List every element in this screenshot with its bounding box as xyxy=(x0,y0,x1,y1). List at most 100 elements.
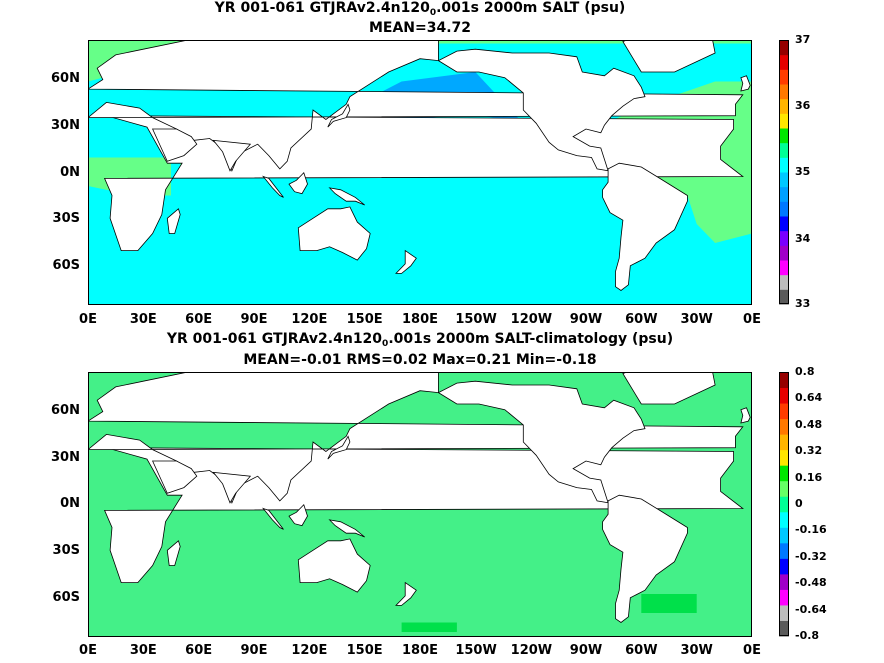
panel2-cbar-tick-9: -0.64 xyxy=(795,602,827,616)
panel1-xtick-2: 60E xyxy=(185,312,213,327)
panel1-ytick-30n: 30N xyxy=(51,118,80,133)
eurasia-land xyxy=(88,372,744,504)
colorbar-segment xyxy=(779,172,789,188)
australia-land xyxy=(297,206,371,261)
colorbar-segment xyxy=(779,128,789,144)
panel2-ytick-30n: 30N xyxy=(51,450,80,465)
colorbar-segment xyxy=(779,434,789,451)
panel1-xtick-6: 180E xyxy=(401,312,439,327)
uk-land xyxy=(740,407,751,424)
southern-ocean-anomaly-region xyxy=(401,622,457,632)
panel1-xtick-12: 0E xyxy=(743,312,761,327)
panel2-xtick-1: 30E xyxy=(129,643,157,658)
colorbar-segment xyxy=(779,542,789,559)
colorbar-segment xyxy=(779,54,789,70)
colorbar-segment xyxy=(779,84,789,100)
panel1-xtick-10: 60W xyxy=(625,312,658,327)
newguinea-land xyxy=(328,187,365,206)
panel1-title: YR 001-061 GTJRAv2.4n1200.001s 2000m SAL… xyxy=(214,0,626,18)
panel2-title: YR 001-061 GTJRAv2.4n1200.001s 2000m SAL… xyxy=(166,331,674,349)
colorbar-segment xyxy=(779,186,789,202)
madagascar-land xyxy=(166,540,181,566)
japan-land xyxy=(327,103,351,128)
colorbar-segment xyxy=(779,372,789,389)
sumatra-land xyxy=(262,507,284,530)
panel2-ytick-30s: 30S xyxy=(52,543,80,558)
australia-land xyxy=(297,538,371,593)
panel2-cbar-tick-10: -0.8 xyxy=(795,629,820,642)
panel2-xtick-0: 0E xyxy=(79,643,97,658)
colorbar-segment xyxy=(779,230,789,246)
south-atlantic-anomaly-region xyxy=(641,594,697,613)
colorbar-segment xyxy=(779,403,789,420)
colorbar-segment xyxy=(779,142,789,158)
panel2-colorbar xyxy=(779,372,789,637)
panel2-cbar-tick-3: 0.32 xyxy=(795,444,823,458)
india-land xyxy=(212,139,252,172)
colorbar-segment xyxy=(779,449,789,466)
colorbar-segment xyxy=(779,40,789,56)
panel2-subtitle: MEAN=-0.01 RMS=0.02 Max=0.21 Min=-0.18 xyxy=(243,352,597,368)
india-land xyxy=(212,471,252,504)
panel1-ytick-60n: 60N xyxy=(51,71,80,86)
colorbar-segment xyxy=(779,289,789,305)
panel2-xtick-9: 90W xyxy=(569,643,603,658)
colorbar-segment xyxy=(779,496,789,513)
colorbar-segment xyxy=(779,604,789,621)
greenland-land xyxy=(622,40,716,73)
panel2-xtick-4: 120E xyxy=(291,643,328,658)
colorbar-segment xyxy=(779,274,789,290)
panel2-xtick-10: 60W xyxy=(625,643,658,658)
panel1-xtick-0: 0E xyxy=(79,312,97,327)
colorbar-segment xyxy=(779,527,789,544)
panel1-cbar-tick-37: 37 xyxy=(795,33,811,46)
panel1-cbar-tick-35: 35 xyxy=(795,165,811,178)
panel2-cbar-tick-8: -0.48 xyxy=(795,576,827,590)
panel2-ytick-0n: 0N xyxy=(60,496,80,511)
borneo-land xyxy=(288,171,308,195)
japan-land xyxy=(327,435,351,460)
newzealand-land xyxy=(395,581,417,606)
panel1-xtick-9: 90W xyxy=(569,312,603,327)
panel1-cbar-tick-34: 34 xyxy=(795,232,811,245)
south-america-land xyxy=(602,162,688,291)
panel1-cbar-tick-36: 36 xyxy=(795,99,811,112)
panel1-ytick-0n: 0N xyxy=(60,165,80,180)
panel1-xtick-1: 30E xyxy=(129,312,157,327)
colorbar-segment xyxy=(779,620,789,637)
uk-land xyxy=(740,75,751,92)
panel1-xtick-7: 150W xyxy=(455,312,497,327)
panel2-cbar-tick-2: 0.48 xyxy=(795,417,823,431)
panel1-ytick-60s: 60S xyxy=(52,258,80,273)
colorbar-segment xyxy=(779,69,789,85)
colorbar-segment xyxy=(779,387,789,404)
colorbar-frame xyxy=(779,372,789,636)
panel2-cbar-tick-4: 0.16 xyxy=(795,470,823,484)
borneo-land xyxy=(288,503,308,527)
panel2-xtick-8: 120W xyxy=(510,643,553,658)
panel2-cbar-tick-5: 0 xyxy=(795,497,803,510)
madagascar-land xyxy=(166,208,181,234)
colorbar-segment xyxy=(779,201,789,217)
panel2-cbar-tick-7: -0.32 xyxy=(795,549,827,563)
panel2-map xyxy=(88,372,752,637)
panel2-ytick-60n: 60N xyxy=(51,403,80,418)
panel2-xtick-11: 30W xyxy=(680,643,713,658)
colorbar-segment xyxy=(779,480,789,497)
panel1-xtick-3: 90E xyxy=(240,312,268,327)
greenland-land xyxy=(622,372,716,405)
colorbar-segment xyxy=(779,245,789,261)
panel1-subtitle: MEAN=34.72 xyxy=(368,20,472,36)
arabia-land xyxy=(151,128,198,162)
south-america-land xyxy=(602,494,688,623)
colorbar-segment xyxy=(779,573,789,590)
colorbar-segment xyxy=(779,511,789,528)
colorbar-segment xyxy=(779,418,789,435)
colorbar-segment xyxy=(779,465,789,482)
panel2-xtick-3: 90E xyxy=(240,643,268,658)
colorbar-segment xyxy=(779,157,789,173)
panel2-cbar-tick-0: 0.8 xyxy=(795,365,815,378)
sumatra-land xyxy=(262,175,284,198)
colorbar-segment xyxy=(779,260,789,276)
colorbar-segment xyxy=(779,589,789,606)
